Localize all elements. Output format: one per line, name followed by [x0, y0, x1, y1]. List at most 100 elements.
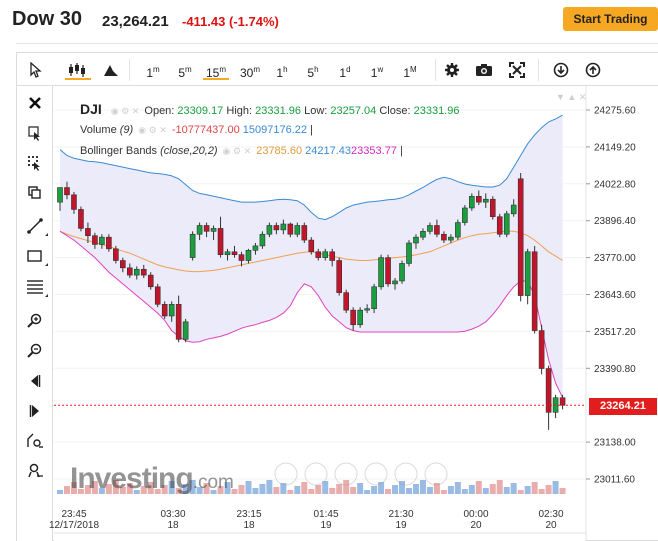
- volume-bar: [385, 489, 392, 494]
- candle-body: [147, 274, 154, 288]
- zoom-in-icon[interactable]: [25, 311, 45, 331]
- volume-bar: [182, 484, 189, 494]
- candle-body: [294, 225, 301, 235]
- volume-bar: [503, 487, 510, 494]
- settings-icon[interactable]: [442, 60, 462, 80]
- start-trading-button[interactable]: Start Trading: [563, 7, 658, 31]
- scroll-right-icon[interactable]: [25, 401, 45, 421]
- camera-icon[interactable]: [474, 60, 494, 80]
- instrument-title: Dow 30: [12, 8, 83, 30]
- visibility-icon[interactable]: ◉ ⚙ ✕: [222, 146, 252, 156]
- low-value: 23257.04: [330, 105, 377, 117]
- toolbar-separator: [538, 59, 539, 81]
- bollinger-lower-value: 23353.77: [351, 145, 397, 157]
- candle-body: [531, 251, 538, 331]
- volume-bar: [454, 482, 461, 494]
- timeframe-5m[interactable]: 5m: [178, 65, 192, 80]
- candle-body: [64, 187, 70, 196]
- download-icon[interactable]: [551, 60, 571, 80]
- volume-bar: [482, 488, 489, 494]
- volume-bar: [91, 481, 98, 494]
- volume-bar: [259, 484, 266, 494]
- volume-bar: [371, 486, 378, 494]
- crosshair-icon[interactable]: [25, 123, 45, 143]
- scroll-left-icon[interactable]: [25, 371, 45, 391]
- candle-body: [287, 223, 294, 235]
- x-tick-label: 21:30 19: [388, 509, 414, 531]
- candle-body: [378, 257, 384, 288]
- timeframe-1d[interactable]: 1d: [339, 65, 351, 80]
- candles-icon[interactable]: [65, 60, 91, 80]
- fib-lines-icon[interactable]: [25, 276, 45, 296]
- timeframe-1h[interactable]: 1h: [276, 65, 288, 80]
- area-chart-icon[interactable]: [101, 60, 121, 80]
- y-tick-label: 23517.20: [594, 327, 636, 338]
- copy-icon[interactable]: [25, 183, 45, 203]
- y-tick-label: 23138.00: [594, 438, 636, 449]
- volume-bar: [238, 485, 245, 494]
- timeframe-30m[interactable]: 30m: [239, 65, 261, 80]
- candle-body: [231, 251, 238, 255]
- candle-body: [559, 397, 566, 406]
- candle-body: [238, 254, 245, 261]
- volume-bar: [496, 480, 503, 494]
- candle-body: [538, 330, 545, 369]
- candle-body: [448, 236, 454, 241]
- candle-body: [329, 251, 336, 261]
- price-chart[interactable]: 24275.60 24149.20 24022.80 23896.40 23770.00…: [54, 86, 658, 541]
- instrument-header: Dow 30 23,264.21 -411.43 (-1.74%) Start …: [0, 0, 658, 44]
- submenu-indicator: [45, 294, 48, 297]
- close-icon[interactable]: [25, 93, 45, 113]
- candle-body: [189, 233, 196, 258]
- candle-body: [406, 242, 412, 264]
- timeframe-1w[interactable]: 1w: [370, 65, 384, 80]
- timeframe-1M[interactable]: 1M: [403, 65, 417, 80]
- candle-body: [392, 280, 398, 285]
- rectangle-icon[interactable]: [25, 246, 45, 266]
- ohlc-legend: DJI ◉ ⚙ ✕ Open: 23309.17 High: 23331.96 …: [80, 101, 459, 117]
- y-tick-label: 24022.80: [594, 179, 636, 190]
- volume-bar: [112, 480, 119, 494]
- candle-body: [203, 225, 210, 232]
- watermark-brand: Investing: [70, 462, 194, 495]
- visibility-icon[interactable]: ◉ ⚙ ✕: [110, 106, 140, 116]
- volume-bar: [559, 488, 566, 494]
- timeframe-1m[interactable]: 1m: [146, 65, 160, 80]
- close-label: Close:: [379, 105, 411, 117]
- timeframe-15m[interactable]: 15m: [203, 60, 229, 80]
- magnet-icon[interactable]: [25, 461, 45, 481]
- zoom-out-icon[interactable]: [25, 341, 45, 361]
- volume-bar: [105, 484, 112, 494]
- candle-body: [113, 248, 119, 261]
- volume-bar: [426, 487, 433, 494]
- volume-bar: [461, 489, 468, 494]
- candle-body: [434, 225, 440, 235]
- volume-bar: [364, 490, 371, 494]
- bollinger-lower-band: [59, 230, 564, 398]
- candle-body: [85, 228, 91, 237]
- upload-icon[interactable]: [583, 60, 603, 80]
- fullscreen-icon[interactable]: [507, 60, 527, 80]
- volume-bar: [475, 481, 482, 494]
- candle-body: [266, 225, 273, 235]
- chart-toolbar: 1m 5m 15m 30m 1h 5h 1d 1w 1M: [17, 53, 658, 86]
- candle-body: [154, 286, 161, 305]
- x-tick-label: 03:30 18: [160, 509, 186, 531]
- cursor-icon[interactable]: [25, 60, 45, 80]
- bollinger-separator: |: [400, 145, 403, 157]
- volume-bar: [468, 485, 475, 494]
- volume-bar: [399, 481, 406, 494]
- visibility-icon[interactable]: ◉ ⚙ ✕: [138, 125, 167, 135]
- candle-body: [385, 257, 391, 285]
- timeframe-5h[interactable]: 5h: [307, 65, 319, 80]
- volume-bar: [210, 490, 217, 494]
- price-change: -411.43 (-1.74%): [182, 14, 279, 29]
- pattern-icon[interactable]: [25, 153, 45, 173]
- measure-icon[interactable]: [25, 431, 45, 451]
- bollinger-params: (close,20,2): [160, 145, 218, 157]
- volume-bar: [336, 484, 343, 494]
- volume-bar: [189, 480, 196, 494]
- trend-line-icon[interactable]: [25, 216, 45, 236]
- pane-controls-icon[interactable]: ▼ ▲ ✕: [556, 92, 587, 102]
- volume-bar: [447, 486, 454, 494]
